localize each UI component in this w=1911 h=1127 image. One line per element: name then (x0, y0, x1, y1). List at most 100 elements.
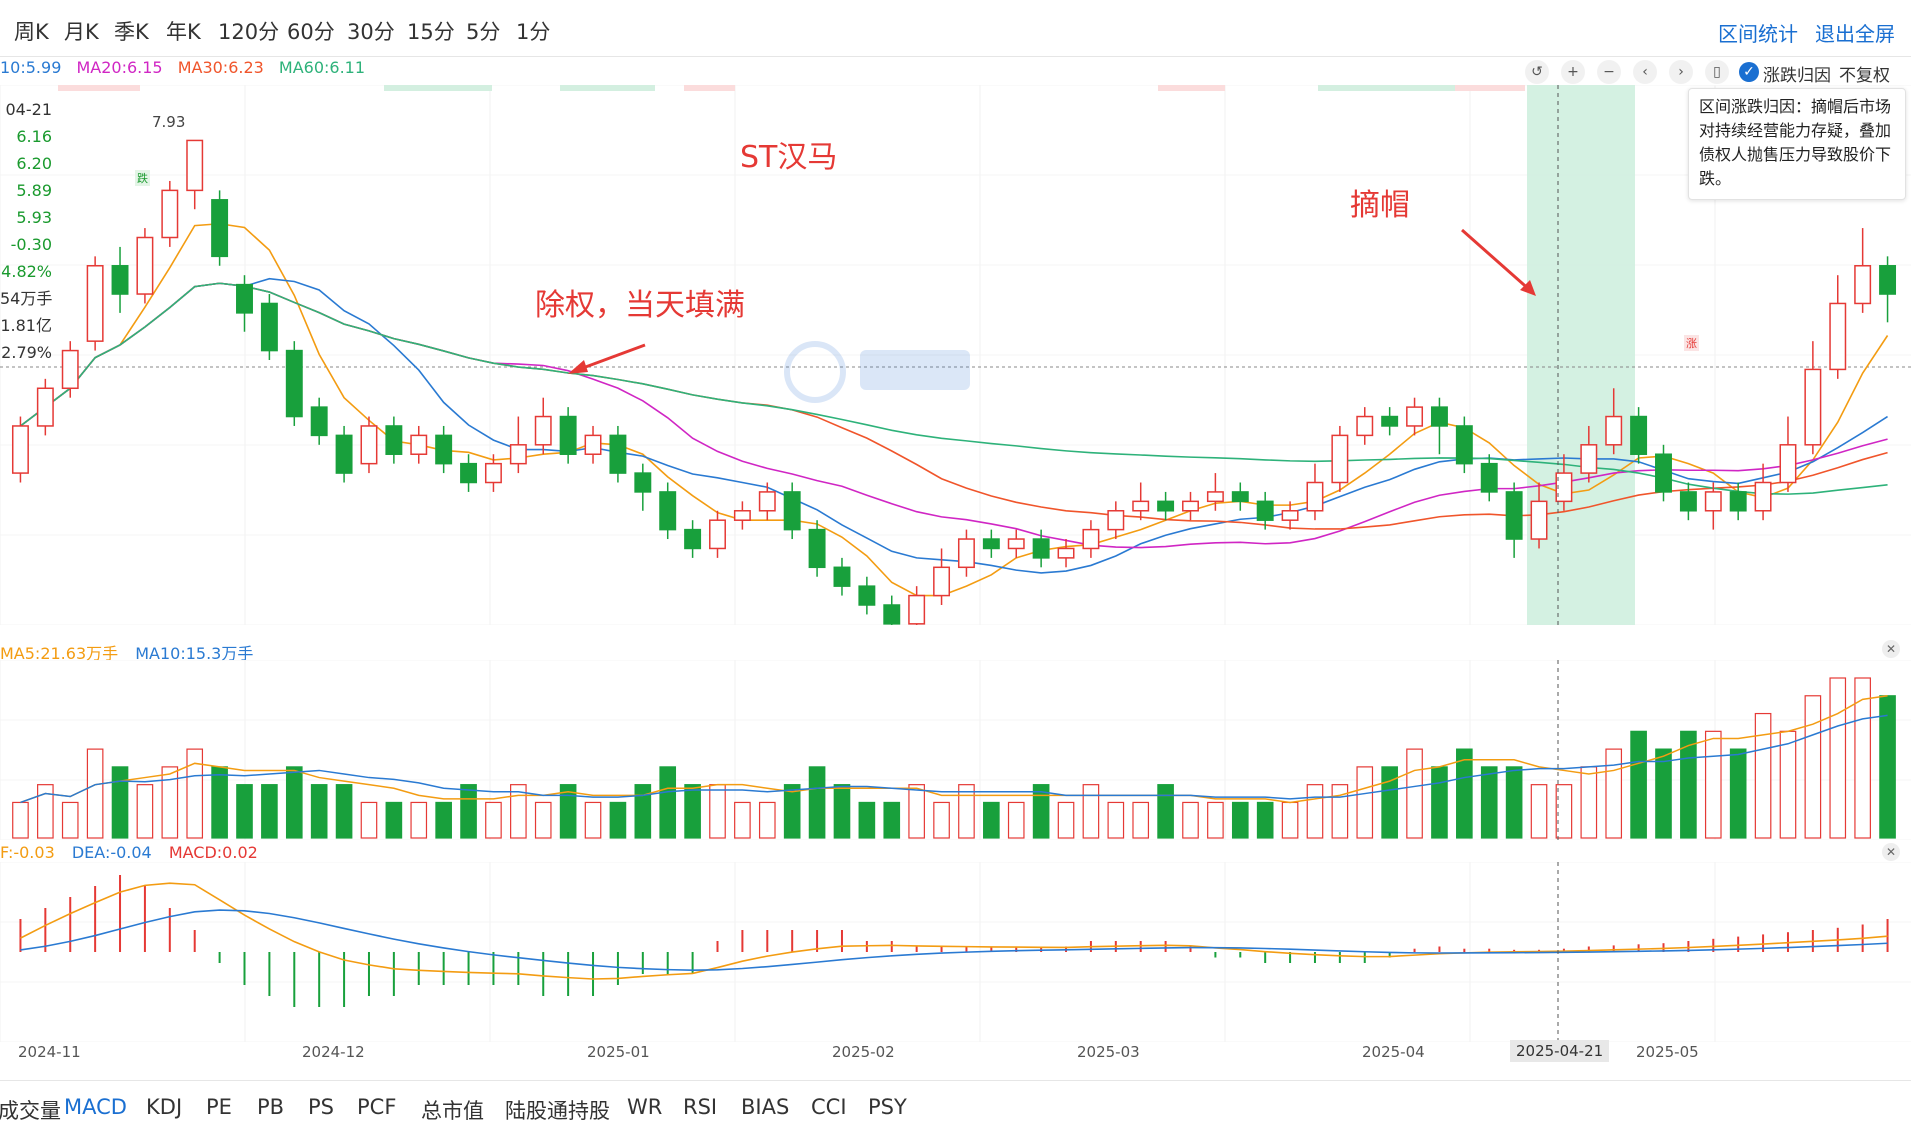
volume-bar (1082, 784, 1100, 839)
volume-bar (559, 784, 577, 839)
close-volume-icon[interactable]: ✕ (1882, 640, 1900, 658)
volume-bar (1605, 748, 1623, 839)
close-macd-icon[interactable]: ✕ (1882, 843, 1900, 861)
volume-chart[interactable] (0, 660, 1911, 840)
candle-body (1455, 425, 1473, 465)
max-price-label: 7.93 (152, 113, 186, 131)
volume-bar (1231, 801, 1249, 839)
tab-northbound-holdings[interactable]: 陆股通持股 (505, 1099, 610, 1123)
macd-chart[interactable] (0, 862, 1911, 1042)
volume-bar (858, 801, 876, 839)
volume-bar (37, 784, 54, 839)
tab-bias[interactable]: BIAS (741, 1095, 790, 1119)
x-label-2025-03: 2025-03 (1077, 1043, 1140, 1061)
candle-body (1306, 481, 1324, 512)
tab-ps[interactable]: PS (308, 1095, 334, 1119)
x-label-2025-02: 2025-02 (832, 1043, 895, 1061)
candle-body (1157, 500, 1175, 512)
period-quarterly[interactable]: 季K (114, 20, 149, 44)
candle-body (1406, 406, 1424, 427)
reset-icon[interactable]: ↺ (1525, 60, 1549, 84)
candle-body (136, 236, 154, 295)
volume-bar (1530, 784, 1548, 839)
ma-lines (19, 222, 1889, 597)
info-open: 6.16 (16, 127, 52, 146)
dif-legend: F:-0.03 (0, 843, 55, 862)
volume-bar (360, 801, 378, 839)
period-120min[interactable]: 120分 (218, 20, 280, 44)
candle-body (1007, 538, 1025, 550)
exit-fullscreen-link[interactable]: 退出全屏 (1815, 22, 1895, 46)
tab-pcf[interactable]: PCF (357, 1095, 397, 1119)
tab-market-cap[interactable]: 总市值 (421, 1099, 484, 1123)
period-toolbar: 周K 月K 季K 年K 120分 60分 30分 15分 5分 1分 区间统计 … (0, 0, 1911, 57)
candle-body (360, 425, 378, 465)
candle-body (1779, 444, 1797, 484)
period-30min[interactable]: 30分 (347, 20, 395, 44)
volume-bar (1331, 784, 1349, 839)
period-weekly[interactable]: 周K (14, 20, 49, 44)
x-label-2025-05: 2025-05 (1636, 1043, 1699, 1061)
candle-body (1430, 406, 1448, 427)
ma30-legend: MA30:6.23 (177, 58, 264, 77)
volume-bar (1580, 766, 1598, 839)
top-band (1158, 85, 1225, 91)
candle-body (1256, 500, 1274, 521)
candle-body (609, 434, 627, 474)
zoom-out-icon[interactable]: − (1597, 60, 1621, 84)
candle-body (1879, 265, 1897, 295)
candle-body (1829, 302, 1847, 371)
no-adjust-label[interactable]: 不复权 (1839, 66, 1890, 86)
volume-bar (186, 748, 204, 839)
x-label-2024-12: 2024-12 (302, 1043, 365, 1061)
period-5min[interactable]: 5分 (466, 20, 501, 44)
tab-rsi[interactable]: RSI (683, 1095, 718, 1119)
scroll-left-icon[interactable]: ‹ (1633, 60, 1657, 84)
period-1min[interactable]: 1分 (516, 20, 551, 44)
candle-body (982, 538, 1000, 550)
zoom-in-icon[interactable]: + (1561, 60, 1585, 84)
lock-icon[interactable]: ▯ (1705, 60, 1729, 84)
volume-legend: MA5:21.63万手 MA10:15.3万手 (0, 640, 265, 664)
tab-pe[interactable]: PE (206, 1095, 232, 1119)
info-high: 6.20 (16, 154, 52, 173)
candle-body (1804, 368, 1822, 446)
scroll-right-icon[interactable]: › (1669, 60, 1693, 84)
candle-body (1032, 538, 1050, 559)
volume-bar (12, 801, 29, 839)
check-icon[interactable]: ✓ (1739, 62, 1759, 82)
candle-body (335, 434, 353, 474)
period-monthly[interactable]: 月K (64, 20, 99, 44)
period-60min[interactable]: 60分 (287, 20, 335, 44)
tab-volume[interactable]: 成交量 (0, 1099, 61, 1123)
tab-pb[interactable]: PB (257, 1095, 285, 1119)
volume-bar (1107, 801, 1125, 839)
volume-bar (1032, 784, 1050, 839)
candle-body (883, 604, 901, 625)
tab-psy[interactable]: PSY (868, 1095, 907, 1119)
period-yearly[interactable]: 年K (166, 20, 201, 44)
volume-bar (958, 784, 975, 839)
candle-body (1107, 510, 1125, 531)
volume-bar (1729, 748, 1747, 839)
candle-body (1729, 491, 1747, 512)
zhangdie-attribution-label[interactable]: 涨跌归因 (1763, 66, 1831, 86)
candle-body (161, 189, 179, 239)
tab-wr[interactable]: WR (627, 1095, 663, 1119)
down-badge: 跌 (135, 170, 150, 186)
x-label-2025-01: 2025-01 (587, 1043, 650, 1061)
tab-kdj[interactable]: KDJ (146, 1095, 183, 1119)
price-chart[interactable] (0, 85, 1911, 625)
vol-ma5-legend: MA5:21.63万手 (0, 644, 119, 663)
period-15min[interactable]: 15分 (407, 20, 455, 44)
candle-body (833, 566, 851, 587)
x-label-crosshair-date: 2025-04-21 (1510, 1040, 1610, 1062)
tab-macd[interactable]: MACD (64, 1095, 127, 1119)
volume-bar (310, 784, 328, 839)
volume-bar (211, 766, 228, 839)
volume-bar (335, 784, 353, 839)
range-stats-link[interactable]: 区间统计 (1718, 22, 1798, 46)
volume-bar (1431, 766, 1448, 839)
candle-body (584, 434, 602, 455)
tab-cci[interactable]: CCI (811, 1095, 847, 1119)
